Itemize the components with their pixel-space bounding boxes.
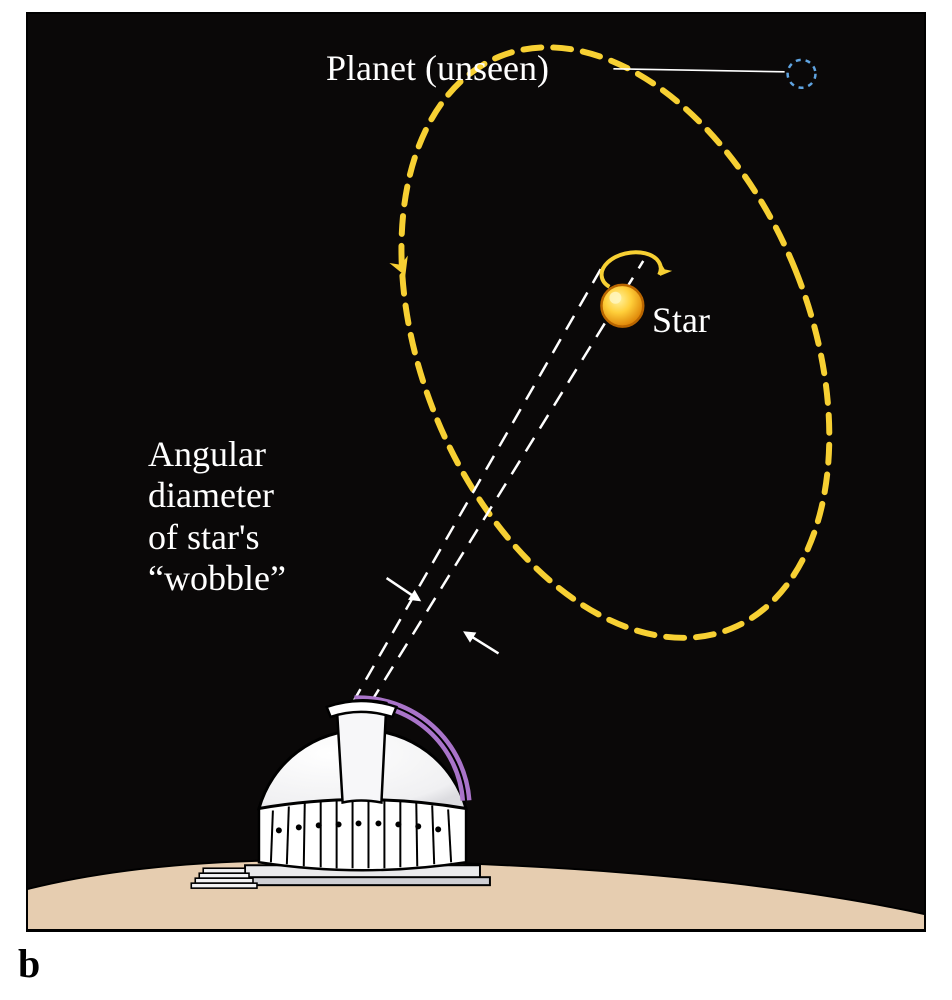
star-label: Star xyxy=(652,300,710,341)
dome-slit xyxy=(337,700,387,802)
angle-arrow-right xyxy=(460,626,502,658)
observatory xyxy=(191,700,490,888)
angular-line2: diameter xyxy=(148,475,286,516)
angular-label: Angular diameter of star's “wobble” xyxy=(148,434,286,600)
angle-arrow-left xyxy=(383,573,424,606)
angular-line1: Angular xyxy=(148,434,286,475)
planet-label: Planet (unseen) xyxy=(326,48,549,89)
sight-line-2 xyxy=(370,261,643,703)
planet-marker xyxy=(788,60,816,88)
star-icon xyxy=(601,285,643,327)
angular-line4: “wobble” xyxy=(148,558,286,599)
planet-orbit xyxy=(320,14,911,701)
figure-letter: b xyxy=(18,940,40,987)
angular-line3: of star's xyxy=(148,517,286,558)
star-highlight xyxy=(609,292,621,304)
diagram-frame: Planet (unseen) Star Angular diameter of… xyxy=(26,12,926,932)
sight-line-1 xyxy=(353,261,606,703)
